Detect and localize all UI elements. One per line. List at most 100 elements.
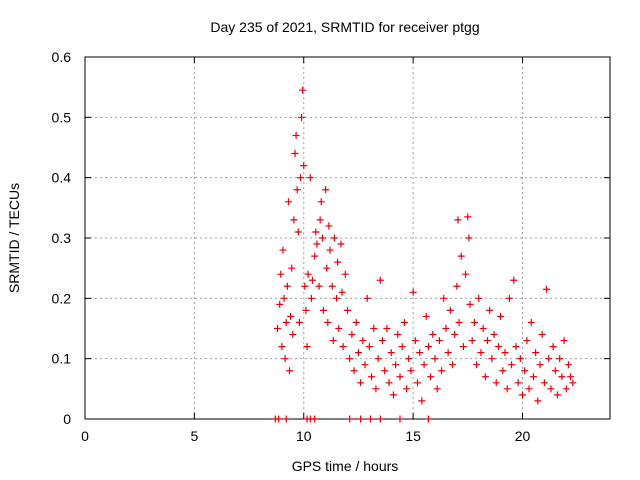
data-point [301,282,309,290]
data-point [556,355,564,363]
data-point [470,318,478,326]
data-point [316,216,324,224]
y-tick-label: 0.3 [52,230,72,246]
data-point [490,331,498,339]
x-tick-label: 5 [190,428,198,444]
y-axis-label: SRMTID / TECUs [6,183,22,293]
data-point [366,415,374,423]
data-point [464,213,472,221]
data-point [374,355,382,363]
data-point [545,355,553,363]
data-point [274,325,281,332]
data-point [319,306,327,314]
chart-title: Day 235 of 2021, SRMTID for receiver ptg… [210,19,479,35]
data-point [328,282,336,290]
data-point [329,337,337,345]
data-point [560,337,568,345]
data-point [519,391,526,399]
data-point [525,385,533,393]
data-point [492,379,500,387]
data-point [278,343,286,351]
data-point [392,361,400,369]
data-point [564,361,572,369]
data-point [433,385,441,393]
data-point [313,240,321,248]
data-point [337,240,345,248]
data-point [357,379,365,387]
data-point [317,198,325,206]
y-tick-label: 0.4 [52,170,72,186]
data-point [440,294,448,302]
data-point [387,349,395,357]
data-point [338,288,346,296]
data-point [279,246,287,254]
data-point [372,385,380,393]
data-point [335,325,343,332]
data-point [547,385,555,393]
data-point [325,222,333,230]
data-point [334,258,342,266]
data-point [400,318,408,326]
data-point [344,306,351,314]
data-point [396,373,404,381]
data-point [322,186,330,194]
data-point [510,276,518,284]
data-point [451,331,459,339]
data-point [368,373,376,381]
data-point [287,312,295,320]
data-point [318,234,326,242]
data-point [363,294,371,302]
data-point [361,361,369,369]
data-point [558,373,566,381]
data-point [488,355,496,363]
data-points [271,86,577,423]
data-point [459,343,467,351]
data-point [303,343,311,351]
data-point [427,373,435,381]
x-tick-label: 10 [296,428,312,444]
y-tick-label: 0.1 [52,351,72,367]
data-point [275,415,283,423]
data-point [341,270,349,278]
data-point [403,385,411,393]
data-point [357,415,365,423]
data-point [348,331,356,339]
data-point [444,349,452,357]
data-point [414,379,421,387]
data-point [381,367,389,375]
data-point [359,337,367,345]
data-point [449,361,456,369]
y-tick-label: 0.5 [52,109,72,125]
data-point [512,343,520,351]
data-point [514,379,522,387]
data-point [293,186,301,194]
data-point [562,385,570,393]
data-point [281,355,289,363]
data-point [407,367,415,375]
data-point [291,150,299,158]
data-point [442,325,450,332]
data-point [396,415,404,423]
data-point [484,337,491,345]
data-point [453,282,461,290]
data-point [497,312,505,320]
data-point [376,276,384,284]
data-point [288,264,296,272]
x-tick-label: 0 [81,428,89,444]
data-point [282,415,290,423]
data-point [286,367,294,375]
data-point [454,216,462,224]
data-point [280,294,288,302]
data-point [300,162,308,170]
data-point [307,294,315,302]
data-point [409,288,417,296]
data-point [521,367,529,375]
data-point [422,312,430,320]
data-point [350,367,358,375]
data-point [468,337,476,345]
data-point [418,397,426,405]
data-point [379,337,386,345]
data-point [523,337,531,345]
data-point [567,373,575,381]
data-point [405,355,413,363]
